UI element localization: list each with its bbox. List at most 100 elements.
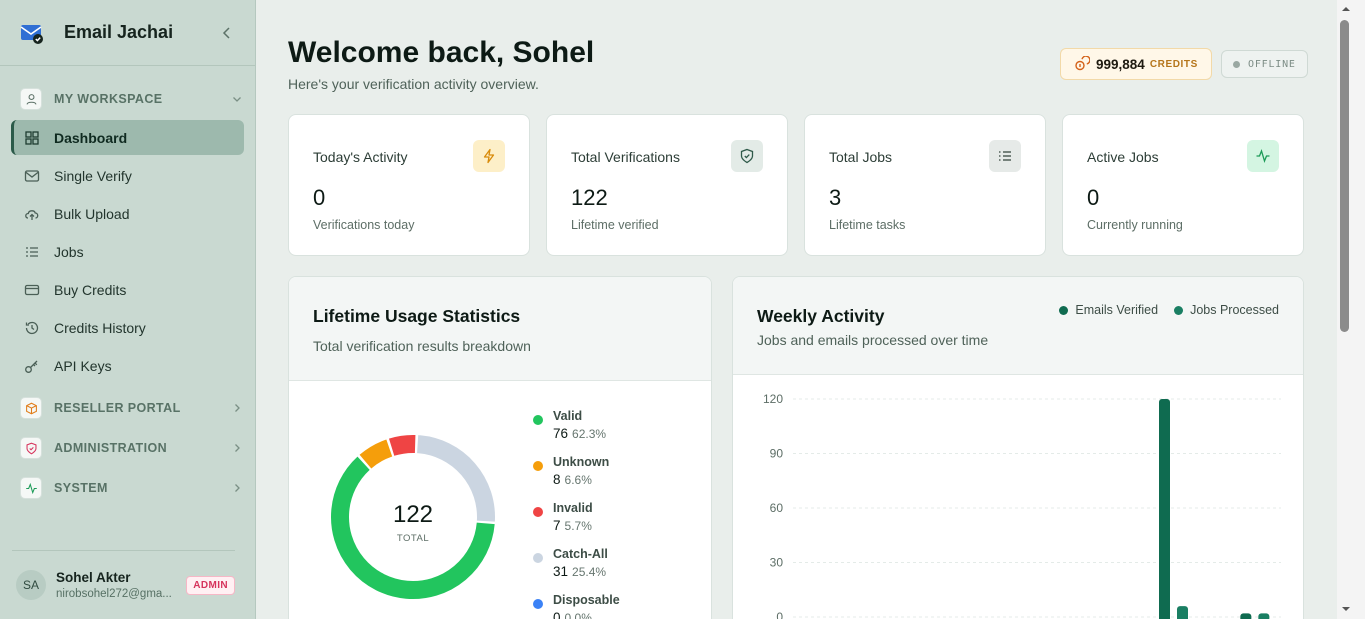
section-system[interactable]: SYSTEM [20, 473, 243, 503]
donut-slice-valid[interactable] [331, 435, 495, 599]
legend-dot [533, 507, 543, 517]
section-administration[interactable]: ADMINISTRATION [20, 433, 243, 463]
sidebar-item-label: Jobs [54, 243, 84, 260]
panel-subtitle: Jobs and emails processed over time [757, 332, 989, 348]
y-tick-label: 30 [770, 556, 784, 570]
stat-value: 0 [313, 185, 326, 210]
status-dot [1233, 60, 1240, 68]
chevron-right-icon [235, 484, 240, 492]
legend-name: Disposable [553, 593, 620, 607]
stat-title: Total Verifications [571, 149, 680, 165]
scroll-up-icon[interactable] [1340, 4, 1352, 14]
bar-emails-verified[interactable] [1159, 399, 1170, 619]
mail-logo-icon [20, 24, 43, 44]
stat-subtitle: Currently running [1087, 218, 1183, 232]
weekly-activity-panel: Weekly Activity Jobs and emails processe… [732, 276, 1304, 619]
lightning-icon [473, 140, 505, 172]
sidebar: Email Jachai MY WORKSPACE Dashboard Sing… [0, 0, 256, 619]
stat-card-total-verifications: Total Verifications 122 Lifetime verifie… [546, 114, 788, 256]
stat-value: 3 [829, 185, 842, 210]
activity-icon [1247, 140, 1279, 172]
section-label: ADMINISTRATION [54, 441, 167, 455]
scrollbar-thumb[interactable] [1340, 20, 1349, 332]
chevron-right-icon [235, 444, 240, 452]
page-title: Welcome back, Sohel [288, 36, 595, 69]
sidebar-item-jobs[interactable]: Jobs [11, 234, 244, 269]
sidebar-item-api-keys[interactable]: API Keys [11, 348, 244, 383]
main-content: Welcome back, Sohel Here's your verifica… [256, 0, 1337, 619]
key-icon [25, 360, 38, 373]
credits-badge[interactable]: 999,884 CREDITS [1060, 48, 1212, 80]
section-reseller-portal[interactable]: RESELLER PORTAL [20, 393, 243, 423]
legend-item-valid: Valid 76 62.3% [533, 409, 620, 455]
stat-title: Total Jobs [829, 149, 893, 165]
chevron-right-icon [235, 404, 240, 412]
dashboard-icon [25, 130, 39, 145]
page-subtitle: Here's your verification activity overvi… [288, 76, 539, 92]
usage-legend: Valid 76 62.3% Unknown 8 6.6% Invalid 7 5.7… [533, 409, 620, 619]
sidebar-item-credits-history[interactable]: Credits History [11, 310, 244, 345]
credits-label: CREDITS [1149, 58, 1198, 70]
donut-slice-catch-all[interactable] [331, 435, 495, 599]
legend-dot [533, 461, 543, 471]
legend-pct: 0.0% [564, 611, 592, 619]
legend-value: 0 [553, 610, 561, 619]
mail-icon [24, 169, 40, 182]
legend-name: Catch-All [553, 547, 608, 561]
box-icon [20, 397, 42, 419]
legend-item-unknown: Unknown 8 6.6% [533, 455, 620, 501]
panel-title: Weekly Activity [757, 306, 885, 326]
stat-subtitle: Verifications today [313, 218, 415, 232]
sidebar-item-label: Bulk Upload [54, 205, 130, 222]
stat-card-todays-activity: Today's Activity 0 Verifications today [288, 114, 530, 256]
legend-item-invalid: Invalid 7 5.7% [533, 501, 620, 547]
legend-dot [533, 599, 543, 609]
sidebar-item-label: Dashboard [54, 129, 128, 146]
donut-chart: 122 TOTAL [331, 435, 495, 599]
credits-value: 999,884 [1096, 56, 1145, 72]
stat-card-active-jobs: Active Jobs 0 Currently running [1062, 114, 1304, 256]
legend-pct: 6.6% [564, 473, 592, 487]
legend-pct: 5.7% [564, 519, 592, 533]
role-badge: ADMIN [186, 575, 235, 595]
sidebar-item-single-verify[interactable]: Single Verify [11, 158, 244, 193]
shield-check-icon [731, 140, 763, 172]
weekly-bar-chart: 120 90 60 30 0 [763, 392, 1281, 619]
bar-emails-verified[interactable] [1240, 613, 1252, 619]
user-email: nirobsohel272@gma... [56, 588, 172, 600]
connection-status-badge: OFFLINE [1221, 50, 1308, 78]
stat-subtitle: Lifetime tasks [829, 218, 906, 232]
legend-item-disposable: Disposable 0 0.0% [533, 593, 620, 619]
stat-value: 122 [571, 185, 608, 210]
section-label: SYSTEM [54, 481, 108, 495]
brand-header: Email Jachai [0, 0, 255, 66]
sidebar-item-dashboard[interactable]: Dashboard [11, 120, 244, 155]
user-profile[interactable]: SA Sohel Akter nirobsohel272@gma... ADMI… [12, 550, 235, 619]
panel-header: Weekly Activity Jobs and emails processe… [733, 277, 1303, 375]
legend-dot [533, 553, 543, 563]
list-icon [26, 246, 38, 257]
legend-name: Valid [553, 409, 583, 423]
shield-icon [20, 437, 42, 459]
y-tick-label: 60 [770, 501, 784, 515]
donut-total: 122 [393, 501, 433, 528]
donut-total-label: TOTAL [397, 533, 429, 544]
sidebar-item-label: Buy Credits [54, 281, 127, 298]
scroll-down-icon[interactable] [1340, 604, 1352, 614]
sidebar-item-buy-credits[interactable]: Buy Credits [11, 272, 244, 307]
bar-jobs-processed[interactable] [1258, 613, 1270, 619]
sidebar-item-bulk-upload[interactable]: Bulk Upload [11, 196, 244, 231]
legend-value: 31 [553, 564, 569, 579]
section-label: RESELLER PORTAL [54, 401, 181, 415]
legend-value: 7 [553, 518, 561, 533]
chart-legend: Emails Verified Jobs Processed [1059, 303, 1279, 317]
history-icon [25, 321, 39, 334]
bar-jobs-processed[interactable] [1177, 606, 1188, 619]
y-tick-label: 90 [770, 447, 784, 461]
section-my-workspace[interactable]: MY WORKSPACE [20, 84, 243, 114]
stat-card-total-jobs: Total Jobs 3 Lifetime tasks [804, 114, 1046, 256]
usage-panel: Lifetime Usage Statistics Total verifica… [288, 276, 712, 619]
collapse-sidebar-icon[interactable] [219, 25, 235, 41]
legend-pct: 25.4% [572, 565, 607, 579]
page-scrollbar[interactable] [1337, 0, 1365, 619]
